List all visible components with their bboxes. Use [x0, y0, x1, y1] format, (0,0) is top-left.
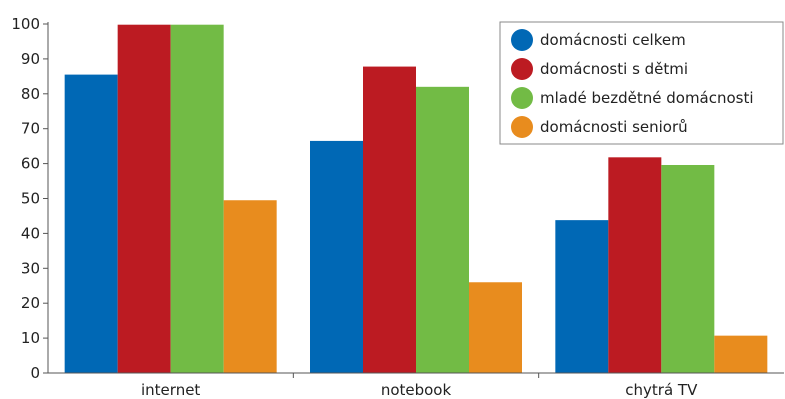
y-tick-label: 90 — [21, 50, 40, 68]
bar-3-1 — [170, 24, 224, 374]
legend-label: domácnosti celkem — [540, 31, 686, 49]
y-tick-label: 0 — [30, 364, 40, 382]
bar-3-2 — [416, 86, 469, 373]
x-category-label: chytrá TV — [625, 381, 698, 399]
y-tick-label: 40 — [21, 224, 40, 242]
y-ticks-group: 0 10 20 30 40 50 60 70 80 90 100 — [11, 15, 48, 382]
bar-1-1 — [64, 74, 118, 373]
bar-1-2 — [310, 140, 363, 373]
legend-label: mladé bezdětné domácnosti — [540, 89, 754, 107]
legend-marker — [511, 116, 533, 138]
legend-marker — [511, 29, 533, 51]
bar-2-1 — [117, 24, 171, 374]
bar-4-3 — [714, 335, 768, 373]
bar-4-2 — [469, 282, 522, 373]
legend-marker — [511, 87, 533, 109]
y-tick-label: 20 — [21, 294, 40, 312]
bar-4-1 — [223, 200, 277, 373]
legend-box — [499, 21, 784, 145]
bar-2-3 — [608, 157, 662, 373]
x-category-label: internet — [141, 381, 200, 399]
x-category-label: notebook — [381, 381, 452, 399]
y-tick-label: 10 — [21, 329, 40, 347]
y-tick-label: 70 — [21, 120, 40, 138]
y-tick-label: 50 — [21, 190, 40, 208]
legend-label: domácnosti s dětmi — [540, 60, 688, 78]
axes-group — [47, 22, 784, 374]
y-tick-label: 60 — [21, 155, 40, 173]
x-categories-group: internet notebook chytrá TV — [141, 373, 698, 399]
y-tick-label: 30 — [21, 259, 40, 277]
y-tick-label: 80 — [21, 85, 40, 103]
bar-1-3 — [555, 220, 609, 373]
legend-marker — [511, 58, 533, 80]
y-tick-label: 100 — [11, 15, 40, 33]
bar-3-3 — [661, 164, 715, 373]
legend: domácnosti celkem domácnosti s dětmi mladé… — [499, 21, 784, 145]
bars-group — [64, 24, 768, 374]
legend-label: domácnosti seniorů — [540, 118, 688, 136]
bar-2-2 — [363, 66, 416, 373]
